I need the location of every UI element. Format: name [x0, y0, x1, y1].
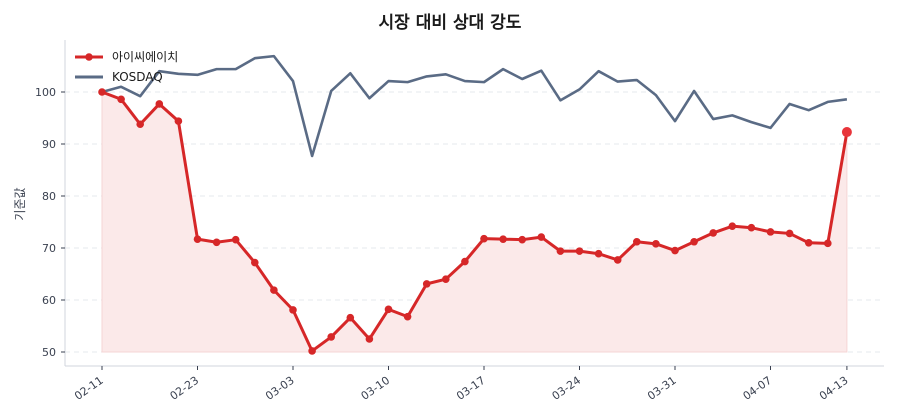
- data-point-marker[interactable]: [193, 235, 202, 243]
- data-point-marker[interactable]: [613, 256, 622, 264]
- legend-label-kosdaq: KOSDAQ: [112, 70, 163, 84]
- data-point-marker[interactable]: [594, 249, 603, 258]
- data-point-marker[interactable]: [403, 312, 412, 321]
- x-tick-label: 04-07: [741, 374, 775, 403]
- data-point-marker[interactable]: [98, 88, 106, 96]
- data-point-marker[interactable]: [365, 335, 374, 343]
- data-point-marker[interactable]: [804, 239, 813, 247]
- data-point-marker[interactable]: [499, 235, 507, 243]
- data-point-marker[interactable]: [671, 246, 679, 255]
- legend-marker-icon: [85, 53, 93, 61]
- data-point-marker[interactable]: [766, 228, 775, 236]
- kosdaq-line: [101, 54, 848, 158]
- red-area-fill: [101, 91, 848, 353]
- data-point-marker[interactable]: [289, 306, 297, 314]
- data-point-marker[interactable]: [136, 120, 144, 129]
- data-point-marker[interactable]: [251, 258, 259, 267]
- y-tick-label: 60: [42, 294, 56, 307]
- x-tick-label: 03-31: [645, 374, 679, 403]
- y-axis-label: 기준값: [13, 187, 27, 220]
- data-point-marker[interactable]: [824, 239, 832, 248]
- y-tick-label: 70: [42, 242, 56, 255]
- x-tick-label: 04-13: [817, 374, 851, 403]
- axes: [64, 40, 884, 367]
- data-point-marker[interactable]: [556, 247, 565, 255]
- area-fill: [101, 91, 848, 353]
- data-point-marker[interactable]: [461, 257, 469, 266]
- latest-point-marker[interactable]: [841, 127, 852, 138]
- data-point-marker[interactable]: [346, 313, 355, 322]
- y-tick-label: 50: [42, 346, 56, 359]
- series-lines: [98, 54, 852, 355]
- x-axis-ticks: 02-11 02-23 03-03 03-10 03-17 03-24 03-31 04-07…: [72, 366, 851, 403]
- x-tick-label: 03-24: [550, 374, 584, 403]
- data-point-marker[interactable]: [633, 237, 641, 246]
- data-point-marker[interactable]: [537, 233, 546, 241]
- data-point-marker[interactable]: [709, 229, 717, 237]
- data-point-marker[interactable]: [117, 95, 125, 104]
- data-point-marker[interactable]: [155, 100, 164, 108]
- data-point-marker[interactable]: [384, 305, 393, 314]
- data-point-marker[interactable]: [652, 240, 660, 248]
- legend-item-ich[interactable]: 아이씨에이치: [75, 50, 178, 64]
- x-tick-label: 02-11: [72, 374, 106, 403]
- data-point-marker[interactable]: [270, 286, 278, 294]
- ich-line: [101, 90, 849, 353]
- data-point-marker[interactable]: [231, 235, 240, 244]
- data-point-marker[interactable]: [518, 235, 526, 244]
- data-point-marker[interactable]: [212, 238, 221, 247]
- y-tick-label: 80: [42, 190, 56, 203]
- y-tick-label: 90: [42, 138, 56, 151]
- y-tick-label: 100: [35, 86, 56, 99]
- legend-label-ich: 아이씨에이치: [112, 50, 178, 64]
- data-point-marker[interactable]: [174, 117, 183, 125]
- data-point-marker[interactable]: [728, 222, 737, 230]
- x-tick-label: 02-23: [168, 374, 202, 403]
- data-point-marker[interactable]: [480, 234, 488, 243]
- x-tick-label: 03-03: [263, 374, 297, 403]
- data-point-marker[interactable]: [747, 223, 756, 232]
- data-point-marker[interactable]: [785, 229, 794, 238]
- data-point-marker[interactable]: [575, 247, 584, 255]
- legend: 아이씨에이치 KOSDAQ: [75, 50, 178, 84]
- data-point-marker[interactable]: [308, 347, 316, 355]
- data-point-marker[interactable]: [690, 237, 698, 246]
- data-point-marker[interactable]: [327, 333, 336, 341]
- data-point-marker[interactable]: [422, 280, 431, 288]
- legend-item-kosdaq[interactable]: KOSDAQ: [75, 70, 163, 84]
- x-tick-label: 03-17: [454, 374, 488, 403]
- data-point-marker[interactable]: [442, 275, 450, 284]
- y-axis-ticks: 50 60 70 80 90 100: [35, 86, 65, 359]
- x-tick-label: 03-10: [359, 374, 393, 403]
- chart-title: 시장 대비 상대 강도: [379, 13, 522, 33]
